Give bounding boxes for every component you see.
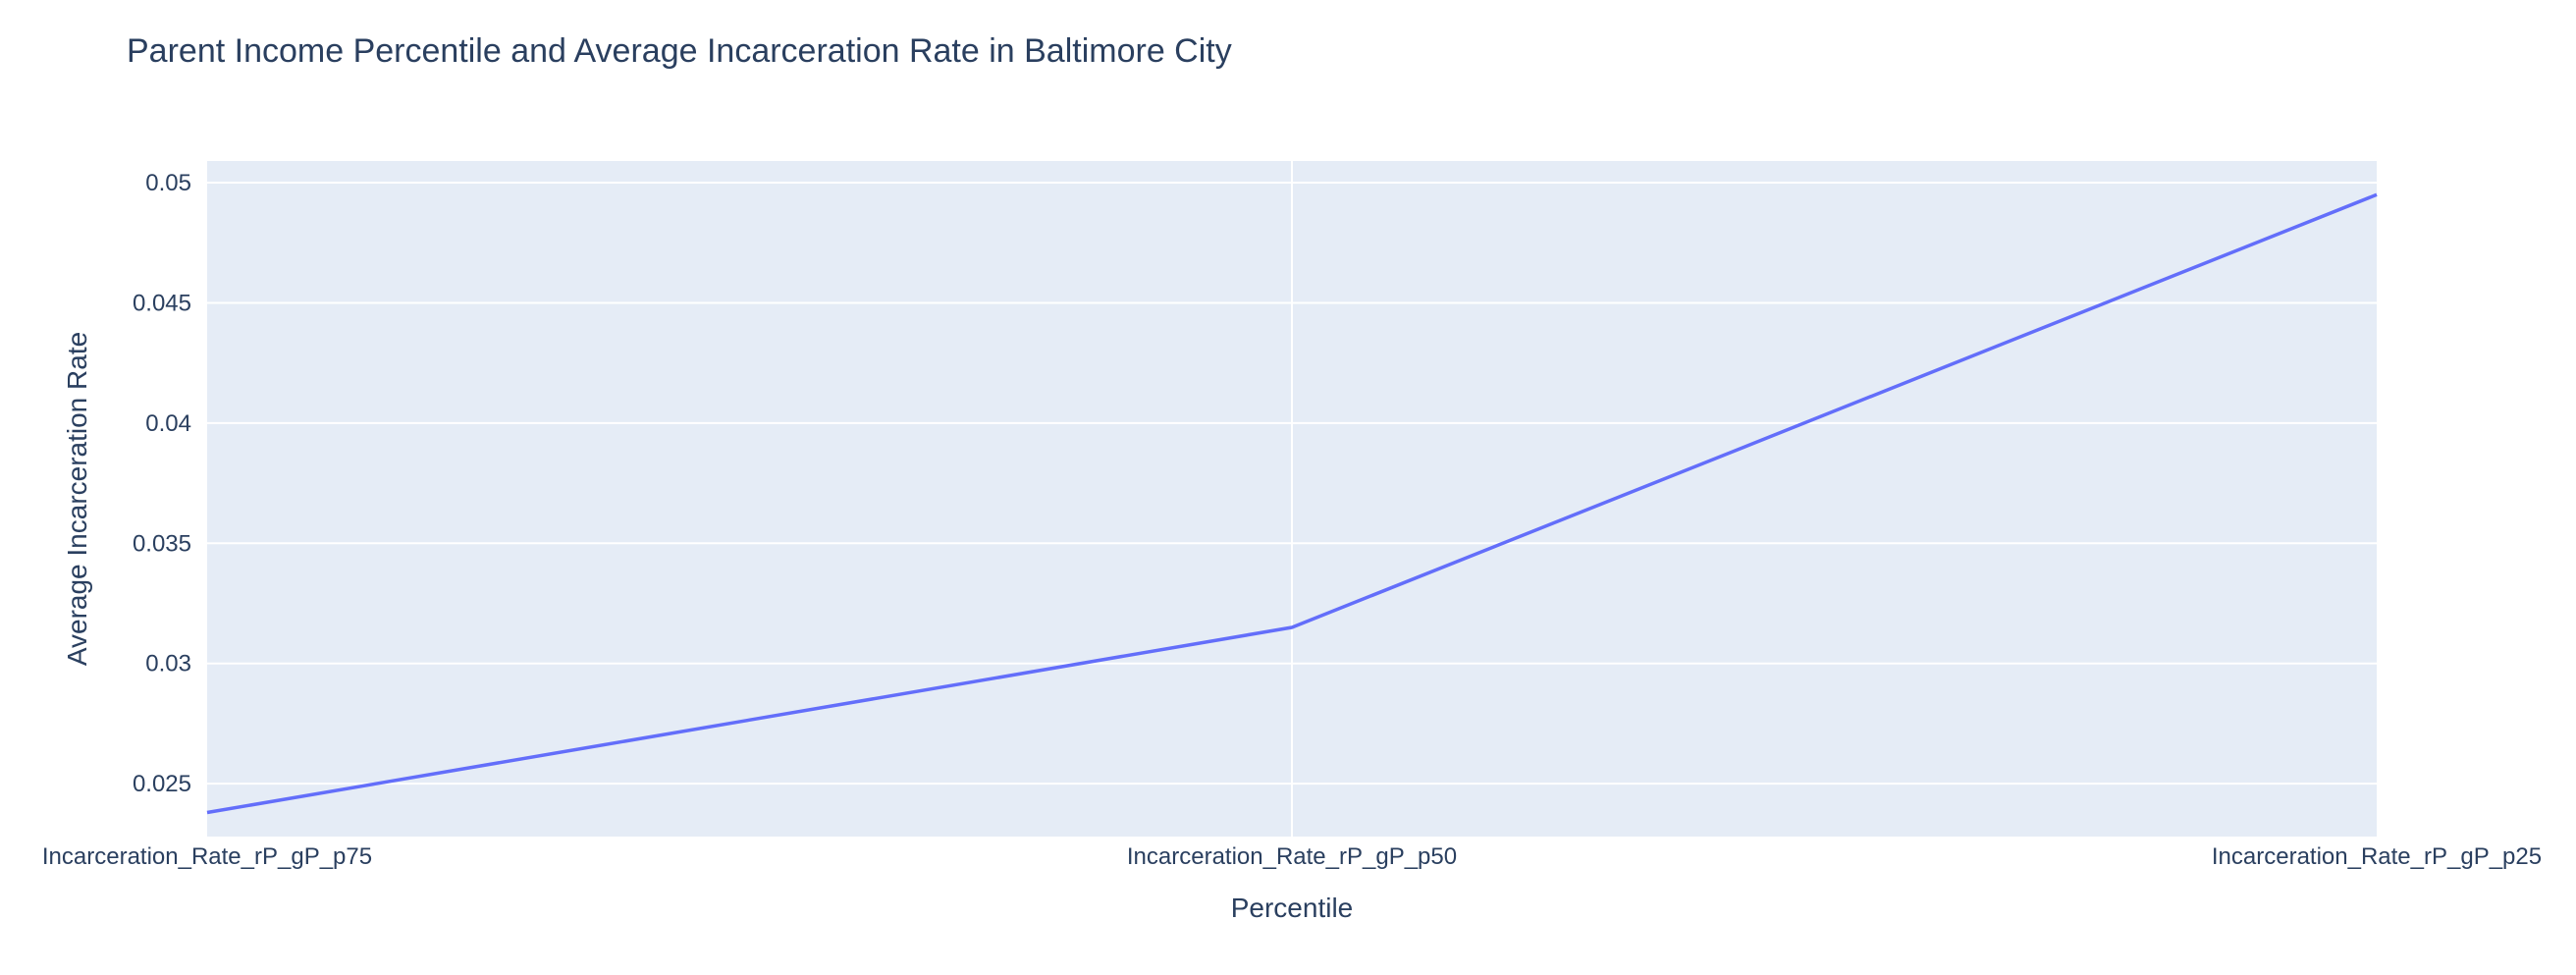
y-axis-title: Average Incarceration Rate (62, 332, 92, 666)
y-tick-label: 0.025 (133, 771, 191, 797)
y-tick-label: 0.035 (133, 530, 191, 557)
x-axis-title: Percentile (1231, 893, 1354, 923)
x-axis-ticks: Incarceration_Rate_rP_gP_p75 Incarceratio… (42, 843, 2542, 870)
x-tick-label: Incarceration_Rate_rP_gP_p25 (2212, 843, 2542, 870)
y-tick-label: 0.03 (145, 651, 191, 677)
x-tick-label: Incarceration_Rate_rP_gP_p50 (1127, 843, 1457, 870)
y-tick-label: 0.05 (145, 170, 191, 196)
y-tick-label: 0.045 (133, 290, 191, 316)
series-layer (206, 192, 2378, 815)
chart-title: Parent Income Percentile and Average Inc… (127, 32, 1232, 70)
series-line (206, 192, 2378, 815)
x-tick-label: Incarceration_Rate_rP_gP_p75 (42, 843, 372, 870)
grid-lines (207, 161, 2377, 837)
y-tick-label: 0.04 (145, 410, 191, 437)
y-axis-ticks: 0.025 0.03 0.035 0.04 0.045 0.05 (133, 170, 191, 797)
